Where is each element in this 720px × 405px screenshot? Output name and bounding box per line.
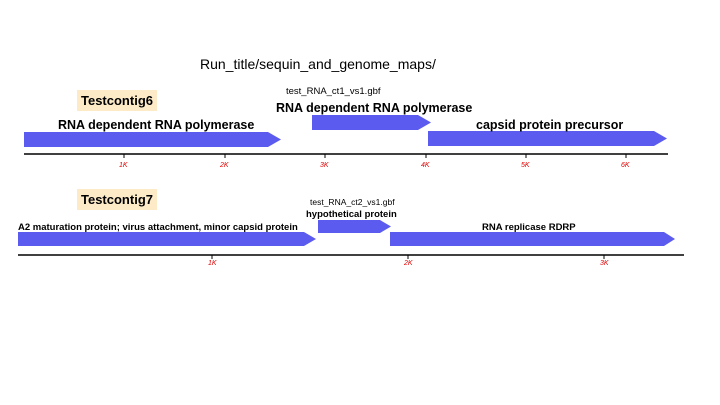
contig7-gene1-arrow[interactable] bbox=[18, 232, 316, 246]
contig6-tick-label: 6K bbox=[621, 162, 630, 169]
contig6-gene3-arrow[interactable] bbox=[428, 131, 667, 146]
contig6-tick-label: 3K bbox=[320, 162, 329, 169]
contig7-tick-label: 3K bbox=[600, 260, 609, 267]
contig6-gene1-arrow[interactable] bbox=[24, 132, 281, 147]
contig7-name-badge: Testcontig7 bbox=[77, 189, 157, 210]
page-title: Run_title/sequin_and_genome_maps/ bbox=[200, 56, 436, 72]
contig6-gene2-label: RNA dependent RNA polymerase bbox=[276, 101, 473, 115]
contig6-tick-label: 4K bbox=[421, 162, 430, 169]
contig7-tick-label: 2K bbox=[404, 260, 413, 267]
contig7-gene3-label: RNA replicase RDRP bbox=[482, 222, 576, 233]
contig7-gene3-arrow[interactable] bbox=[390, 232, 675, 246]
contig7-tick-label: 1K bbox=[208, 260, 217, 267]
contig6-file-label: test_RNA_ct1_vs1.gbf bbox=[286, 86, 381, 97]
contig6-gene2-arrow[interactable] bbox=[312, 115, 431, 130]
contig7-file-label: test_RNA_ct2_vs1.gbf bbox=[310, 197, 395, 207]
contig7-gene2-label: hypothetical protein bbox=[306, 209, 397, 220]
contig6-tick-label: 2K bbox=[220, 162, 229, 169]
contig7-gene1-label: A2 maturation protein; virus attachment,… bbox=[18, 222, 298, 233]
contig7-gene2-arrow[interactable] bbox=[318, 220, 391, 233]
contig6-name-badge: Testcontig6 bbox=[77, 90, 157, 111]
contig6-gene1-label: RNA dependent RNA polymerase bbox=[58, 118, 255, 132]
contig6-tick-label: 5K bbox=[521, 162, 530, 169]
contig6-tick-label: 1K bbox=[119, 162, 128, 169]
contig6-gene3-label: capsid protein precursor bbox=[476, 118, 624, 132]
